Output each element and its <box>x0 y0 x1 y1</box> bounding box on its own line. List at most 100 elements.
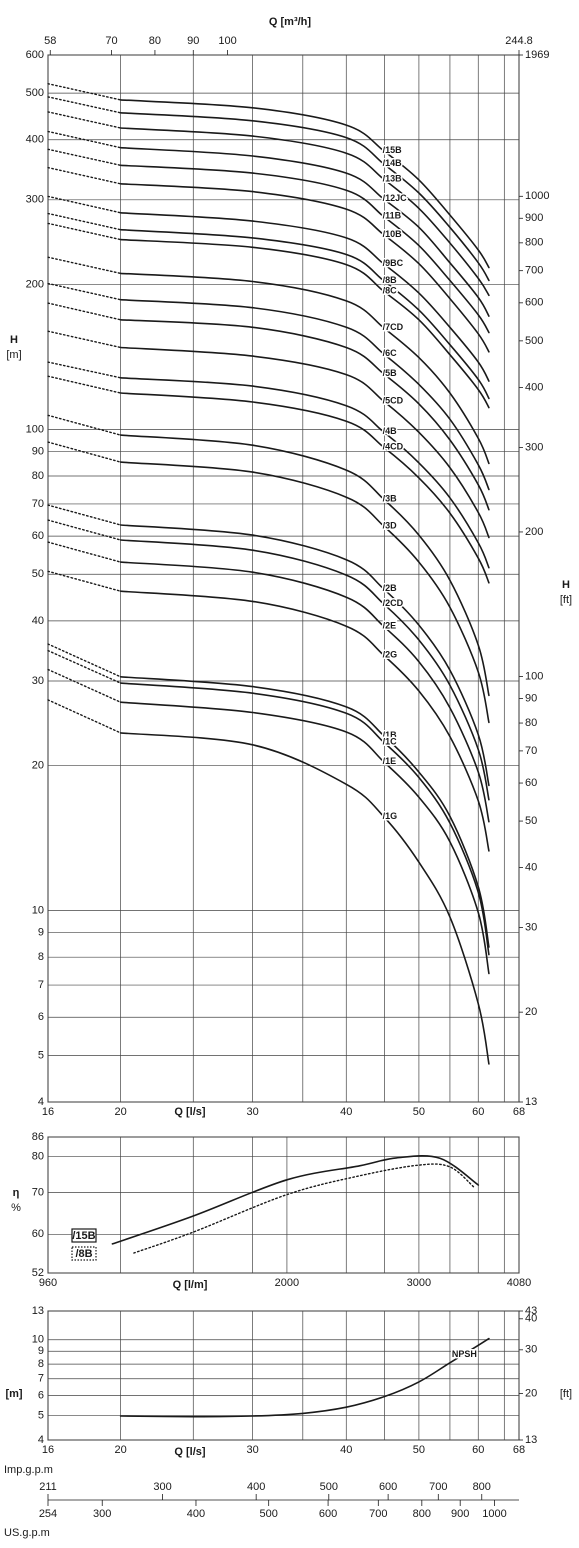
y-tick-label: 500 <box>26 87 44 99</box>
curve-extension <box>47 361 122 379</box>
y-tick-label: 80 <box>32 470 44 482</box>
curve-extension <box>47 130 122 149</box>
y-tick-label: 7 <box>38 1373 44 1385</box>
x-tick-label: 2000 <box>275 1277 299 1289</box>
y2-tick-label: 800 <box>525 237 543 249</box>
curve-label: /13B <box>383 173 403 183</box>
unit-tick-label: 400 <box>247 1481 265 1493</box>
y2-axis-title: H <box>562 579 570 591</box>
y-tick-label: 4 <box>38 1434 44 1446</box>
unit-tick-label: 900 <box>451 1508 469 1520</box>
y-axis-title: % <box>11 1202 21 1214</box>
unit-tick-label: 1000 <box>482 1508 506 1520</box>
x-tick-label: 50 <box>413 1106 425 1118</box>
x2-axis-title: Q [m³/h] <box>269 16 311 28</box>
unit-axis-title: Imp.g.p.m <box>4 1464 53 1476</box>
curve-extension <box>47 441 122 463</box>
curve <box>119 127 490 297</box>
curve-extension <box>47 148 122 166</box>
y2-tick-label: 80 <box>525 717 537 729</box>
y-tick-label: 40 <box>32 615 44 627</box>
curve-extension <box>47 643 122 678</box>
unit-tick-label: 700 <box>369 1508 387 1520</box>
y-tick-label: 4 <box>38 1096 44 1108</box>
curve <box>119 146 490 317</box>
panel: 16 20 30 40 50 60 68 4 5 6 7 8 9 10 20 30 40 50 60 70 80 90 10… <box>6 16 572 1118</box>
y2-tick-label: 100 <box>525 670 543 682</box>
y-tick-label: 52 <box>32 1267 44 1279</box>
curve-extension <box>47 166 122 185</box>
y-tick-label: 9 <box>38 1345 44 1357</box>
x-tick-label: 960 <box>39 1277 57 1289</box>
curve-extension <box>47 541 122 563</box>
y-tick-label: 400 <box>26 134 44 146</box>
curve-label: /7CD <box>383 322 404 332</box>
y-tick-label: 30 <box>32 675 44 687</box>
y2-tick-label: 90 <box>525 692 537 704</box>
curve-extension <box>47 668 122 703</box>
curve-extension <box>47 222 122 241</box>
curve-label: /2B <box>383 583 398 593</box>
curve-label: /8B <box>383 275 398 285</box>
x2-tick-label: 80 <box>149 35 161 47</box>
y-tick-label: 5 <box>38 1049 44 1061</box>
legend-label: /15B <box>72 1230 95 1242</box>
curve-extension <box>47 519 122 541</box>
curve-label: /1E <box>383 756 397 766</box>
x-tick-label: 20 <box>115 1106 127 1118</box>
unit-tick-label: 700 <box>429 1481 447 1493</box>
x-axis-title: Q [l/s] <box>174 1106 206 1118</box>
y-tick-label: 6 <box>38 1390 44 1402</box>
curve <box>111 1154 480 1245</box>
x2-tick-label: 244.8 <box>505 35 533 47</box>
x-tick-label: 68 <box>513 1444 525 1456</box>
curve <box>133 1163 475 1254</box>
curve-label: /9BC <box>383 258 404 268</box>
y2-tick-label: 30 <box>525 1344 537 1356</box>
curve <box>119 732 490 1065</box>
unit-tick-label: 600 <box>319 1508 337 1520</box>
y2-tick-label: 43 <box>525 1305 537 1317</box>
unit-tick-label: 211 <box>39 1481 57 1493</box>
y2-tick-label: 900 <box>525 212 543 224</box>
curve <box>119 298 490 491</box>
curve-label: /4CD <box>383 441 404 451</box>
x-tick-label: 20 <box>115 1444 127 1456</box>
y2-tick-label: 600 <box>525 297 543 309</box>
y2-tick-label: 13 <box>525 1434 537 1446</box>
curve-extension <box>47 699 122 734</box>
x-tick-label: 4080 <box>507 1277 531 1289</box>
x-tick-label: 16 <box>42 1106 54 1118</box>
x-tick-label: 30 <box>246 1444 258 1456</box>
x-tick-label: 16 <box>42 1444 54 1456</box>
y-tick-label: 5 <box>38 1409 44 1421</box>
y2-tick-label: 13 <box>525 1096 537 1108</box>
unit-tick-label: 300 <box>93 1508 111 1520</box>
curve-label: /5B <box>383 368 398 378</box>
x2-tick-label: 90 <box>187 35 199 47</box>
y-tick-label: 90 <box>32 445 44 457</box>
curve <box>119 461 490 724</box>
x-axis-title: Q [l/m] <box>173 1279 208 1291</box>
curve-label: NPSH <box>452 1349 477 1359</box>
unit-tick-label: 800 <box>473 1481 491 1493</box>
curve-extension <box>47 302 122 321</box>
curve-extension <box>47 282 122 301</box>
curve <box>119 272 490 465</box>
curve <box>119 701 490 975</box>
x-tick-label: 60 <box>472 1444 484 1456</box>
x-tick-label: 40 <box>340 1106 352 1118</box>
curve <box>119 238 490 409</box>
curve <box>119 112 490 282</box>
y2-axis-title: [ft] <box>560 594 572 606</box>
plot-frame <box>47 1136 520 1274</box>
curve <box>119 183 490 353</box>
y2-tick-label: 50 <box>525 815 537 827</box>
y-tick-label: 50 <box>32 568 44 580</box>
x2-tick-label: 100 <box>218 35 236 47</box>
curve-label: /1B <box>383 730 398 740</box>
y-axis-title: [m] <box>5 1388 22 1400</box>
y2-axis-title: [ft] <box>560 1388 572 1400</box>
